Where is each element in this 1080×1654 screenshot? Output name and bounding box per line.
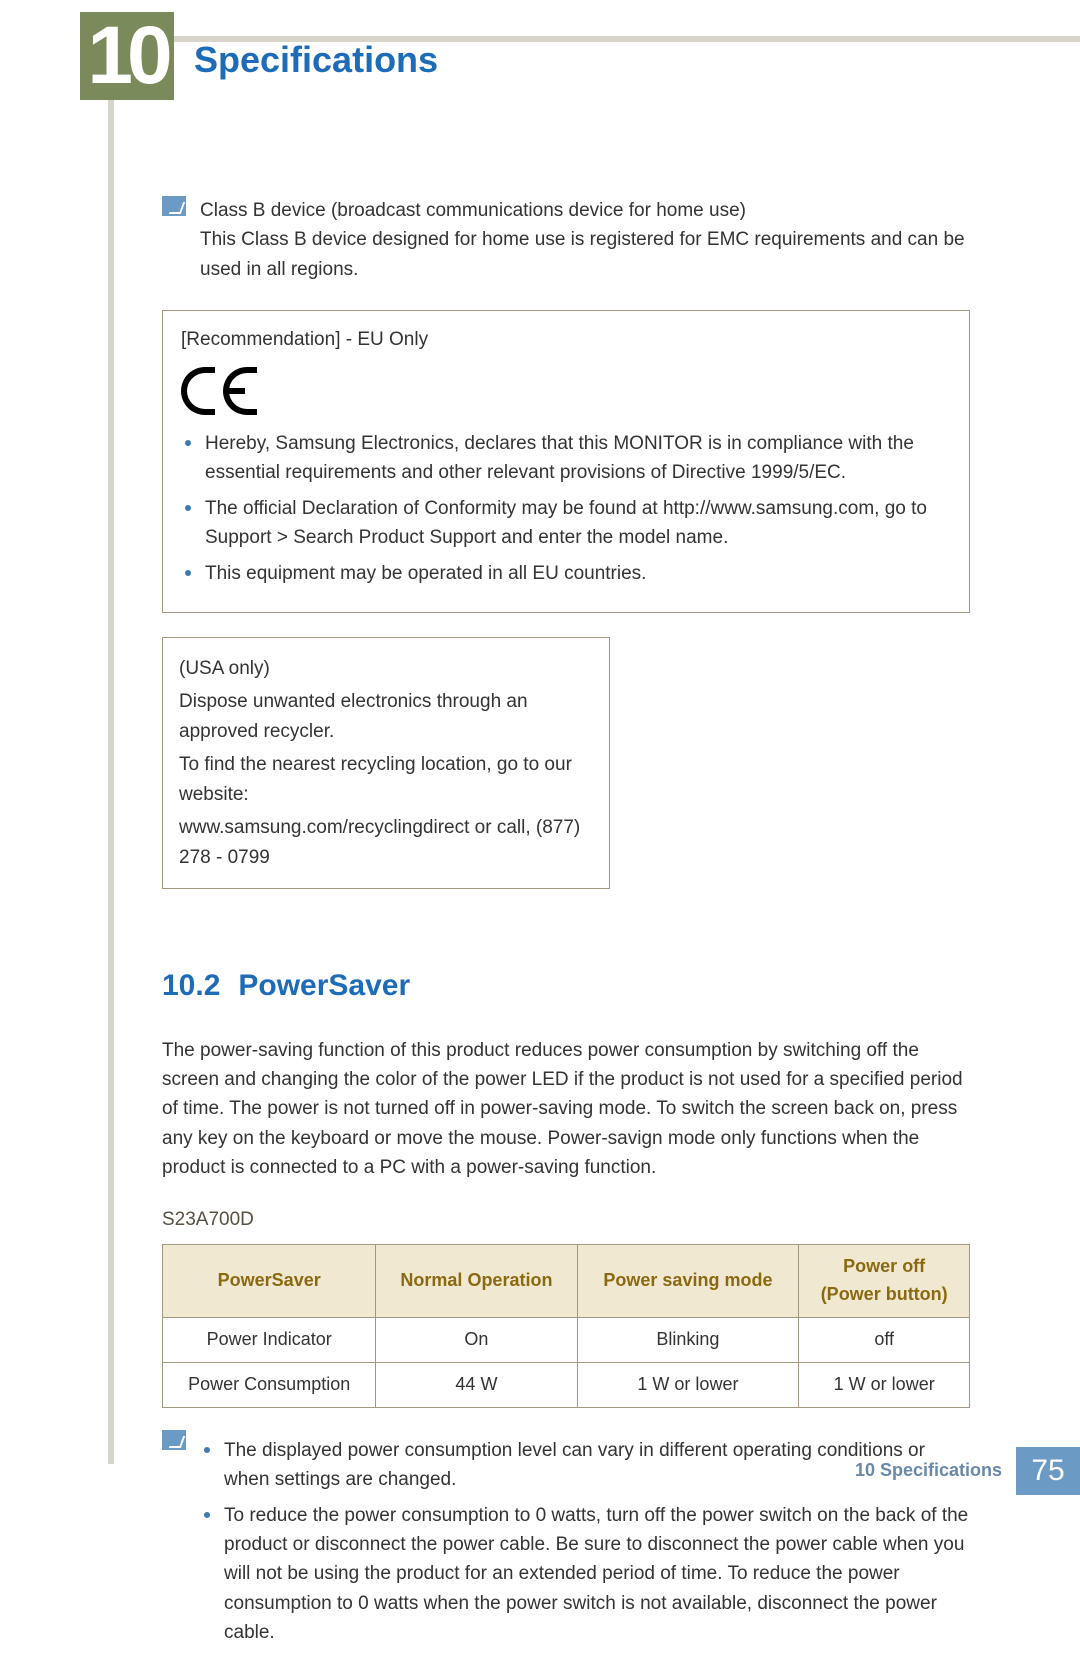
table-cell: 1 W or lower	[799, 1362, 970, 1407]
usa-line: (USA only)	[179, 654, 593, 683]
chapter-title: Specifications	[194, 32, 438, 88]
page-content: Class B device (broadcast communications…	[162, 196, 970, 1654]
section-number: 10.2	[162, 969, 220, 1002]
section-heading: 10.2 PowerSaver	[162, 963, 970, 1010]
left-vertical-bar	[108, 36, 114, 1464]
rec-bullet: Hereby, Samsung Electronics, declares th…	[181, 429, 951, 488]
table-cell: Blinking	[577, 1317, 799, 1362]
recommendation-list: Hereby, Samsung Electronics, declares th…	[181, 429, 951, 588]
table-header: Power saving mode	[577, 1245, 799, 1318]
model-label: S23A700D	[162, 1205, 970, 1234]
class-b-line1: Class B device (broadcast communications…	[200, 196, 970, 225]
class-b-line2: This Class B device designed for home us…	[200, 225, 970, 284]
powersaver-intro: The power-saving function of this produc…	[162, 1036, 970, 1183]
ce-mark-icon	[181, 363, 261, 419]
footer: 10 Specifications 75	[855, 1447, 1080, 1495]
table-header: Normal Operation	[376, 1245, 577, 1318]
table-cell: 1 W or lower	[577, 1362, 799, 1407]
powersaver-notes: The displayed power consumption level ca…	[162, 1430, 970, 1654]
note-icon	[162, 196, 186, 216]
usa-line: www.samsung.com/recyclingdirect or call,…	[179, 813, 593, 872]
chapter-number: 10	[87, 15, 166, 97]
table-header: PowerSaver	[163, 1245, 376, 1318]
usa-only-box: (USA only) Dispose unwanted electronics …	[162, 637, 610, 889]
table-cell: Power Consumption	[163, 1362, 376, 1407]
table-cell: 44 W	[376, 1362, 577, 1407]
usa-line: To find the nearest recycling location, …	[179, 750, 593, 809]
table-header-row: PowerSaver Normal Operation Power saving…	[163, 1245, 970, 1318]
recommendation-heading: [Recommendation] - EU Only	[181, 325, 951, 354]
note-bullet: To reduce the power consumption to 0 wat…	[200, 1501, 970, 1648]
section-title: PowerSaver	[238, 969, 410, 1002]
powersaver-table: PowerSaver Normal Operation Power saving…	[162, 1244, 970, 1408]
class-b-note: Class B device (broadcast communications…	[162, 196, 970, 284]
table-header: Power off (Power button)	[799, 1245, 970, 1318]
table-cell: On	[376, 1317, 577, 1362]
table-cell: off	[799, 1317, 970, 1362]
ce-c-glyph	[181, 367, 215, 415]
recommendation-box: [Recommendation] - EU Only Hereby, Samsu…	[162, 310, 970, 613]
usa-line: Dispose unwanted electronics through an …	[179, 687, 593, 746]
rec-bullet: This equipment may be operated in all EU…	[181, 559, 951, 588]
chapter-number-badge: 10	[80, 12, 174, 100]
table-row: Power Indicator On Blinking off	[163, 1317, 970, 1362]
ce-e-glyph	[223, 367, 257, 415]
class-b-text: Class B device (broadcast communications…	[200, 196, 970, 284]
table-cell: Power Indicator	[163, 1317, 376, 1362]
footer-label: 10 Specifications	[855, 1457, 1002, 1485]
note-icon	[162, 1430, 186, 1450]
footer-page-number: 75	[1016, 1447, 1080, 1495]
table-row: Power Consumption 44 W 1 W or lower 1 W …	[163, 1362, 970, 1407]
rec-bullet: The official Declaration of Conformity m…	[181, 494, 951, 553]
